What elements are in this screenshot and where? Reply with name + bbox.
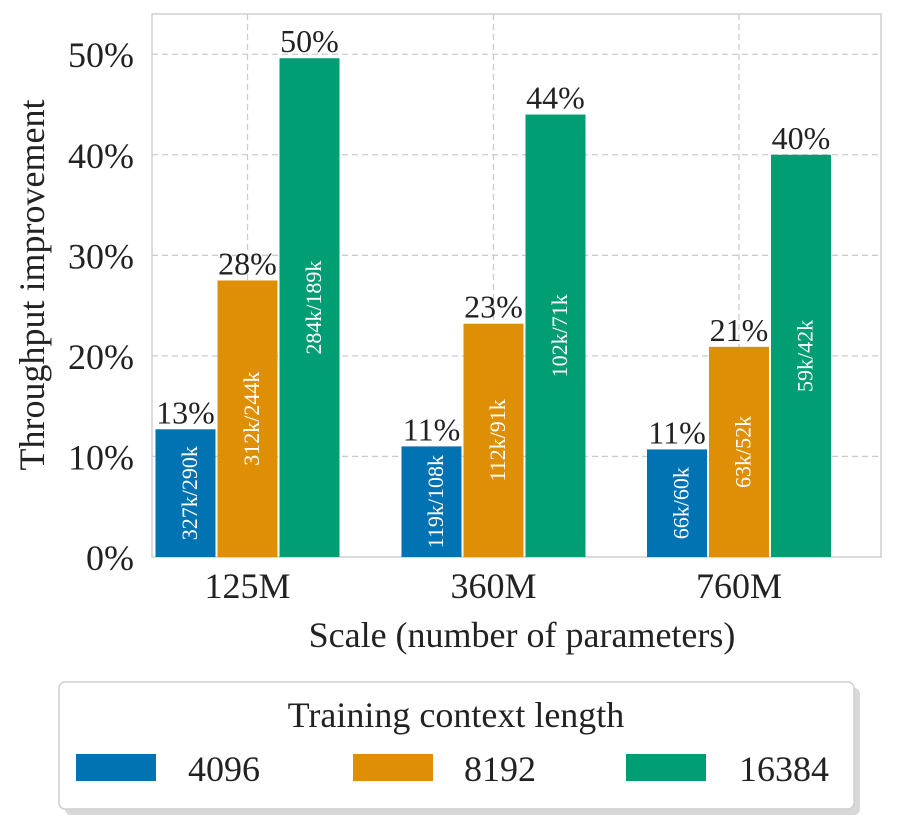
bar-inner-label: 102k/71k [547,294,572,377]
bar-16384-360M [525,114,586,558]
x-tick-label: 760M [696,566,782,606]
legend-title: Training context length [288,695,625,735]
bar-8192-125M [217,280,278,557]
bar-value-label: 40% [772,120,831,156]
bar-value-label: 23% [464,289,523,325]
x-axis-label: Scale (number of parameters) [309,615,736,655]
y-tick-label: 50% [68,35,134,75]
bar-inner-label: 284k/189k [301,261,326,355]
bar-inner-label: 66k/60k [669,467,694,539]
y-tick-label: 10% [68,437,134,477]
bar-4096-760M [647,449,707,557]
legend-label: 16384 [739,749,829,789]
bar-4096-125M [155,429,216,557]
x-tick-label: 125M [204,566,290,606]
y-ticks: 0% 10% 20% 30% 40% 50% [68,35,134,578]
bar-value-label: 11% [648,414,705,450]
bar-inner-label: 112k/91k [485,399,510,481]
bar-inner-label: 327k/290k [177,446,202,540]
y-tick-label: 30% [68,236,134,276]
bar-16384-760M [771,154,831,557]
y-tick-label: 20% [68,337,134,377]
legend-label: 4096 [188,749,260,789]
bar-8192-760M [709,346,769,557]
legend-label: 8192 [464,749,536,789]
bar-8192-360M [463,323,524,557]
bar-inner-label: 119k/108k [423,455,448,548]
legend-swatch-16384 [626,754,706,781]
legend-swatch-4096 [76,754,156,781]
bar-16384-125M [279,58,340,557]
bar-value-label: 13% [156,394,215,430]
bar-value-label: 11% [403,411,460,447]
legend-swatch-8192 [353,754,433,781]
bar-value-label: 28% [218,245,277,281]
y-tick-label: 0% [86,538,134,578]
legend-items: 4096 8192 16384 [76,749,829,789]
bar-value-label: 21% [710,312,769,348]
bar-4096-360M [401,446,462,557]
bar-inner-label: 63k/52k [731,416,756,488]
bar-inner-label: 312k/244k [239,372,264,466]
y-axis-label: Throughput improvement [12,100,52,471]
legend: Training context length 4096 8192 16384 [58,681,860,815]
bar-value-label: 44% [526,80,585,116]
y-tick-label: 40% [68,136,134,176]
bar-value-label: 50% [280,23,339,59]
bars: 13% 327k/290k 28% 312k/244k 50% 284k/189k 11% 1… [155,23,831,558]
x-tick-label: 360M [450,566,536,606]
x-ticks: 125M 360M 760M [204,566,782,606]
bar-inner-label: 59k/42k [793,320,818,392]
